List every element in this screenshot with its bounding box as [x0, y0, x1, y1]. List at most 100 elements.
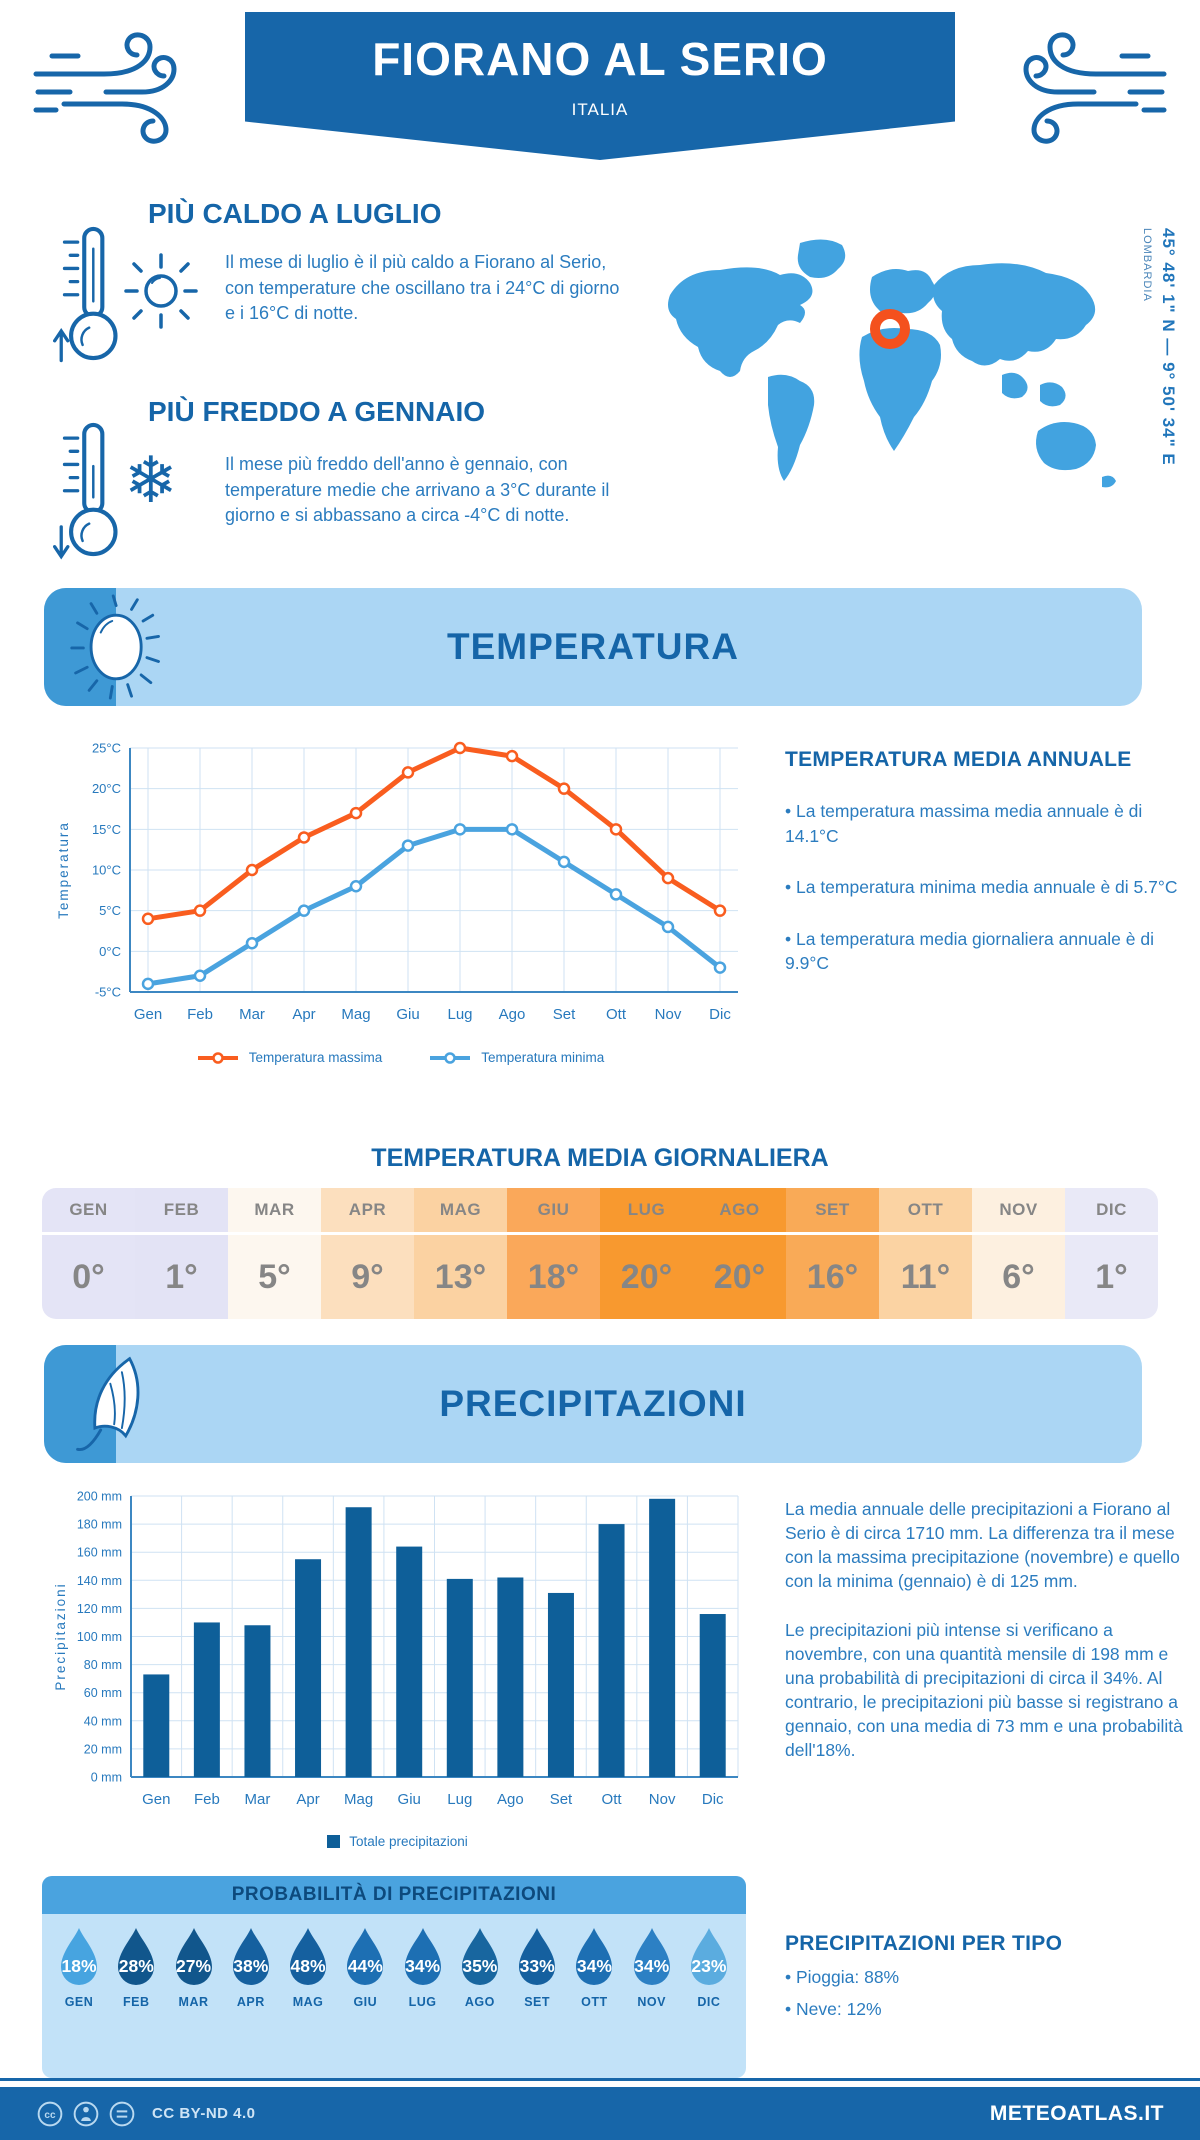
table-value-cell: 9° — [321, 1235, 414, 1319]
drop-month-label: AGO — [464, 1995, 495, 2009]
table-month-cell: MAR — [228, 1188, 321, 1232]
precip-bar — [244, 1625, 271, 1777]
annual-min-bullet: • La temperatura minima media annuale è … — [785, 877, 1178, 897]
svg-text:Giu: Giu — [398, 1791, 421, 1808]
precipitation-type-block: PRECIPITAZIONI PER TIPO • Pioggia: 88% •… — [785, 1932, 1185, 2020]
rain-bullet: • Pioggia: 88% — [785, 1967, 900, 1987]
svg-text:Gen: Gen — [142, 1791, 170, 1808]
svg-text:140 mm: 140 mm — [77, 1574, 122, 1588]
daily-temperature-table: GEN FEB MAR APR MAG GIU LUG AGO SET OTT NOV DIC 0° 1… — [42, 1188, 1158, 1319]
svg-text:Set: Set — [550, 1791, 573, 1808]
drop-month-label: LUG — [408, 1995, 437, 2009]
legend-line-icon — [430, 1051, 471, 1064]
svg-text:Nov: Nov — [649, 1791, 676, 1808]
title-banner: FIORANO AL SERIO ITALIA — [245, 12, 955, 160]
svg-text:Ott: Ott — [602, 1791, 623, 1808]
svg-text:160 mm: 160 mm — [77, 1546, 122, 1560]
svg-text:80 mm: 80 mm — [84, 1658, 122, 1672]
raindrop-icon — [232, 1928, 269, 1985]
svg-text:0 mm: 0 mm — [91, 1771, 122, 1785]
table-value-cell: 16° — [786, 1235, 879, 1319]
site-name: METEOATLAS.IT — [989, 2101, 1164, 2125]
svg-text:Ott: Ott — [606, 1006, 627, 1023]
highlight-warm-title: PIÙ CALDO A LUGLIO — [148, 198, 442, 229]
svg-text:Feb: Feb — [187, 1006, 213, 1023]
svg-text:20°C: 20°C — [92, 781, 121, 796]
drop-month-label: MAR — [178, 1995, 209, 2009]
precip-probability-drop: 23% DIC — [682, 1926, 736, 2009]
legend-item: Totale precipitazioni — [327, 1834, 468, 1849]
precip-bar — [547, 1592, 574, 1777]
precip-bar — [497, 1577, 524, 1777]
drop-percentage: 38% — [233, 1956, 269, 1976]
annual-max-bullet: • La temperatura massima media annuale è… — [785, 801, 1143, 846]
precip-bar — [446, 1578, 473, 1777]
svg-text:Mag: Mag — [341, 1006, 370, 1023]
precipitation-paragraph-2: Le precipitazioni più intense si verific… — [785, 1619, 1183, 1761]
svg-text:Temperatura: Temperatura — [56, 821, 71, 919]
license-block: cc CC BY-ND 4.0 — [36, 2100, 256, 2128]
table-month-cell: FEB — [135, 1188, 228, 1232]
drop-percentage: 34% — [405, 1956, 441, 1976]
svg-text:120 mm: 120 mm — [77, 1602, 122, 1616]
svg-text:15°C: 15°C — [92, 822, 121, 837]
precip-probability-drop: 35% AGO — [453, 1926, 507, 2009]
svg-text:Lug: Lug — [447, 1006, 472, 1023]
annual-temperature-title: TEMPERATURA MEDIA ANNUALE — [785, 748, 1132, 771]
precip-bar — [193, 1622, 220, 1777]
drop-month-label: DIC — [697, 1995, 721, 2009]
table-month-cell: NOV — [972, 1188, 1065, 1232]
legend-line-icon — [197, 1051, 238, 1064]
svg-text:100 mm: 100 mm — [77, 1630, 122, 1644]
precip-bar — [295, 1559, 322, 1777]
table-value-cell: 20° — [600, 1235, 693, 1319]
table-value-cell: 11° — [879, 1235, 972, 1319]
svg-text:Lug: Lug — [447, 1791, 472, 1808]
coordinates-block: LOMBARDIA 45° 48' 1" N — 9° 50' 34" E — [1141, 228, 1178, 466]
drop-month-label: SET — [524, 1995, 551, 2009]
svg-text:Mar: Mar — [245, 1791, 271, 1808]
table-value-cell: 1° — [135, 1235, 228, 1319]
footer-divider — [0, 2078, 1200, 2081]
svg-text:Mar: Mar — [239, 1006, 265, 1023]
cc-icon: cc — [37, 2101, 63, 2126]
table-month-cell: LUG — [600, 1188, 693, 1232]
precip-bar — [345, 1507, 372, 1777]
raindrop-icon — [404, 1928, 441, 1985]
svg-text:Mag: Mag — [344, 1791, 373, 1808]
svg-text:5°C: 5°C — [99, 903, 121, 918]
drop-percentage: 33% — [519, 1956, 555, 1976]
thermometer-up-icon — [53, 226, 118, 363]
svg-text:Feb: Feb — [194, 1791, 220, 1808]
drop-percentage: 44% — [347, 1956, 383, 1976]
legend-square-icon — [327, 1835, 341, 1848]
wind-icon — [30, 28, 200, 146]
page-subtitle: ITALIA — [571, 100, 629, 119]
world-map — [668, 239, 1116, 488]
precipitation-legend: Totale precipitazioni — [45, 1834, 750, 1849]
sun-banner-icon — [70, 594, 160, 700]
drop-percentage: 18% — [61, 1956, 97, 1976]
raindrop-icon — [290, 1928, 327, 1985]
precip-bar — [396, 1546, 423, 1777]
precipitation-chart: 0 mm 20 mm 40 mm 60 mm 80 mm 100 mm 120 mm 140 … — [53, 1490, 739, 1808]
precip-probability-drop: 33% SET — [510, 1926, 564, 2009]
drop-month-label: MAG — [292, 1995, 324, 2009]
svg-text:40 mm: 40 mm — [84, 1714, 122, 1728]
svg-text:60 mm: 60 mm — [84, 1686, 122, 1700]
temperature-section-title: TEMPERATURA — [447, 626, 739, 667]
region-label: LOMBARDIA — [1141, 228, 1153, 302]
table-month-cell: MAG — [414, 1188, 507, 1232]
table-month-cell: DIC — [1065, 1188, 1158, 1232]
legend-item: Temperatura massima — [196, 1050, 382, 1065]
table-value-cell: 20° — [693, 1235, 786, 1319]
legend-item: Temperatura minima — [428, 1050, 604, 1065]
drop-month-label: NOV — [637, 1995, 666, 2009]
svg-text:Precipitazioni: Precipitazioni — [53, 1582, 68, 1690]
sun-icon — [124, 253, 198, 329]
table-value-cell: 18° — [507, 1235, 600, 1319]
license-label: CC BY-ND 4.0 — [152, 2105, 256, 2122]
drop-month-label: GEN — [64, 1995, 94, 2009]
precip-probability-drop: 34% LUG — [396, 1926, 450, 2009]
